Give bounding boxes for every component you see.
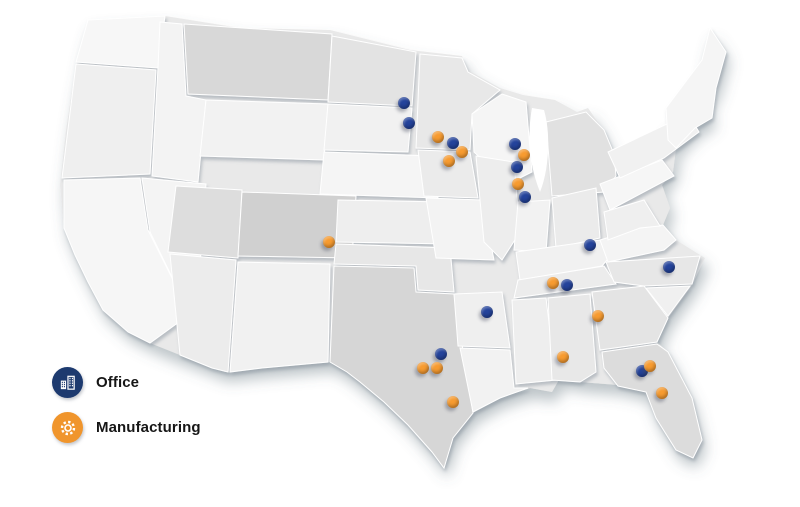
state-shape xyxy=(551,187,601,249)
office-marker xyxy=(435,348,447,360)
manufacturing-marker xyxy=(443,155,455,167)
manufacturing-marker xyxy=(456,146,468,158)
manufacturing-marker xyxy=(447,396,459,408)
state-shape xyxy=(61,63,157,179)
state-shape xyxy=(591,285,669,351)
office-marker xyxy=(481,306,493,318)
state-shape xyxy=(169,253,237,373)
map-legend: Office Manufacturing xyxy=(52,367,201,457)
state-shape xyxy=(425,197,495,261)
office-marker xyxy=(403,117,415,129)
manufacturing-badge xyxy=(52,412,83,443)
state-shape xyxy=(229,261,331,373)
state-shape xyxy=(63,177,191,344)
state-shape xyxy=(459,347,529,413)
manufacturing-legend-label: Manufacturing xyxy=(96,419,201,436)
state-shape xyxy=(327,35,417,107)
state-shape xyxy=(329,265,474,470)
office-marker xyxy=(511,161,523,173)
office-marker xyxy=(561,279,573,291)
manufacturing-marker xyxy=(592,310,604,322)
state-shape xyxy=(415,53,501,151)
state-shape xyxy=(665,26,727,149)
manufacturing-marker xyxy=(512,178,524,190)
state-shape xyxy=(603,199,661,241)
state-shape xyxy=(645,285,692,317)
state-shape xyxy=(605,255,701,287)
lake-michigan xyxy=(529,108,549,192)
state-shape xyxy=(167,185,243,259)
state-shape xyxy=(453,291,511,349)
manufacturing-marker xyxy=(417,362,429,374)
office-marker xyxy=(398,97,410,109)
gear-icon xyxy=(60,420,75,435)
manufacturing-marker xyxy=(656,387,668,399)
manufacturing-marker xyxy=(432,131,444,143)
manufacturing-marker xyxy=(644,360,656,372)
manufacturing-marker xyxy=(518,149,530,161)
office-marker xyxy=(447,137,459,149)
manufacturing-marker xyxy=(431,362,443,374)
office-legend-label: Office xyxy=(96,374,140,391)
office-marker xyxy=(663,261,675,273)
state-shape xyxy=(601,343,703,459)
manufacturing-marker xyxy=(547,277,559,289)
state-shape xyxy=(323,103,413,153)
state-panels xyxy=(61,15,727,470)
office-building-icon xyxy=(60,375,75,390)
office-marker xyxy=(519,191,531,203)
office-marker xyxy=(509,138,521,150)
manufacturing-marker xyxy=(323,236,335,248)
office-marker xyxy=(584,239,596,251)
office-badge xyxy=(52,367,83,398)
state-shape xyxy=(417,149,479,199)
legend-item-office: Office xyxy=(52,367,201,398)
manufacturing-marker xyxy=(557,351,569,363)
legend-item-manufacturing: Manufacturing xyxy=(52,412,201,443)
